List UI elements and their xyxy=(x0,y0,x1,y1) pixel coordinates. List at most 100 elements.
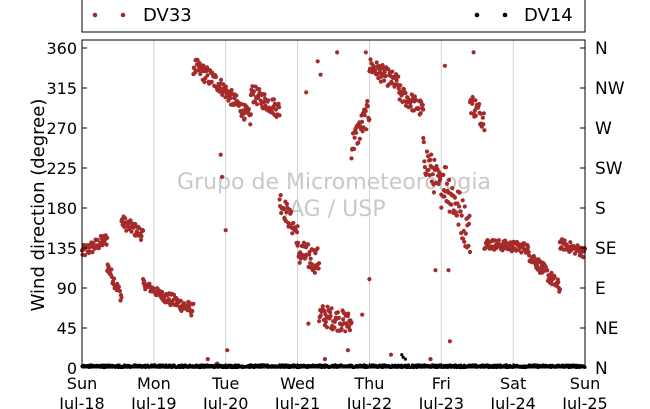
data-point-dv33 xyxy=(279,210,284,216)
data-point-dv33 xyxy=(552,274,557,280)
data-point-dv33 xyxy=(335,310,340,315)
data-point-dv33 xyxy=(178,298,183,303)
data-point-dv33 xyxy=(446,268,451,273)
data-point-dv33 xyxy=(401,87,406,92)
data-point-dv33 xyxy=(575,243,580,248)
data-point-dv33 xyxy=(218,152,223,157)
y-tick-label: 360 xyxy=(46,39,77,58)
data-point-dv33 xyxy=(473,113,478,118)
data-point-dv33 xyxy=(421,140,426,145)
data-point-dv33 xyxy=(418,111,423,116)
y-tick-label: 135 xyxy=(46,239,77,258)
data-point-dv33 xyxy=(190,309,195,314)
data-point-dv33 xyxy=(457,204,462,209)
data-point-dv33 xyxy=(341,317,346,322)
data-point-dv33 xyxy=(449,202,454,207)
data-point-dv33 xyxy=(354,130,359,135)
data-point-dv33 xyxy=(444,181,450,186)
data-point-dv33 xyxy=(312,270,317,275)
data-point-dv33 xyxy=(422,159,427,164)
data-point-dv33 xyxy=(533,257,538,262)
data-point-dv33 xyxy=(261,100,266,105)
y-tick-label: 45 xyxy=(57,319,77,338)
data-point-dv33 xyxy=(304,90,309,95)
data-point-dv33 xyxy=(246,107,251,112)
x-tick-label-day: Sun xyxy=(67,374,97,393)
data-point-dv33 xyxy=(480,115,485,120)
data-point-dv33 xyxy=(388,352,394,357)
data-point-dv33 xyxy=(205,357,210,362)
data-point-dv33 xyxy=(198,71,203,77)
plot-area xyxy=(82,40,585,368)
data-point-dv33 xyxy=(496,238,501,243)
y2-tick-label: N xyxy=(595,39,608,59)
data-point-dv33 xyxy=(171,292,177,297)
data-point-dv33 xyxy=(128,218,133,223)
y2-tick-label: E xyxy=(595,279,606,299)
x-tick-label-day: Sat xyxy=(500,374,526,393)
data-point-dv33 xyxy=(295,224,300,229)
data-point-dv33 xyxy=(508,240,513,245)
legend-marker-dv14 xyxy=(502,12,508,18)
data-point-dv33 xyxy=(213,74,218,80)
data-point-dv33 xyxy=(460,198,465,203)
data-point-dv33 xyxy=(430,172,435,177)
data-point-dv33 xyxy=(195,57,200,63)
data-point-dv33 xyxy=(202,79,207,85)
data-point-dv33 xyxy=(255,102,260,107)
data-point-dv33 xyxy=(482,128,487,133)
x-tick-label-day: Fri xyxy=(432,374,451,393)
x-tick-label-date: Jul-24 xyxy=(489,394,535,409)
y2-tick-label: N xyxy=(595,359,608,379)
data-point-dv33 xyxy=(359,119,365,124)
legend-marker-dv14 xyxy=(474,12,480,18)
data-point-dv33 xyxy=(289,209,294,214)
data-point-dv33 xyxy=(252,99,258,104)
data-point-dv33 xyxy=(278,193,283,198)
data-point-dv14 xyxy=(403,357,407,361)
data-point-dv33 xyxy=(360,312,365,317)
data-point-dv33 xyxy=(371,64,376,69)
data-point-dv33 xyxy=(343,329,348,334)
data-point-dv33 xyxy=(271,97,276,102)
data-point-dv33 xyxy=(471,50,476,55)
data-point-dv33 xyxy=(481,111,486,116)
data-point-dv33 xyxy=(324,325,330,330)
data-point-dv33 xyxy=(477,101,482,107)
data-point-dv33 xyxy=(572,251,578,256)
data-point-dv33 xyxy=(357,136,362,141)
data-point-dv33 xyxy=(433,268,438,273)
data-point-dv33 xyxy=(527,253,532,258)
data-point-dv33 xyxy=(83,253,88,258)
data-point-dv33 xyxy=(356,140,361,145)
data-point-dv33 xyxy=(424,149,430,154)
data-point-dv33 xyxy=(442,194,447,199)
data-point-dv33 xyxy=(225,348,230,353)
data-point-dv33 xyxy=(363,50,368,55)
data-point-dv33 xyxy=(374,60,379,65)
data-point-dv33 xyxy=(431,190,436,195)
data-point-dv33 xyxy=(349,320,354,325)
data-point-dv33 xyxy=(260,106,265,111)
data-point-dv33 xyxy=(250,84,255,89)
data-point-dv33 xyxy=(277,197,282,202)
data-point-dv33 xyxy=(90,250,95,255)
y2-tick-label: S xyxy=(595,199,606,219)
data-point-dv33 xyxy=(436,181,441,187)
data-point-dv33 xyxy=(339,326,344,331)
data-point-dv33 xyxy=(396,74,401,79)
data-point-dv33 xyxy=(426,154,431,159)
watermark-line-2: IAG / USP xyxy=(283,197,386,222)
data-point-dv33 xyxy=(426,167,431,172)
data-point-dv33 xyxy=(352,135,357,140)
data-point-dv14 xyxy=(400,353,404,357)
data-point-dv33 xyxy=(106,264,111,269)
data-point-dv33 xyxy=(416,106,421,111)
data-point-dv33 xyxy=(390,69,395,74)
data-point-dv33 xyxy=(290,231,295,236)
data-point-dv33 xyxy=(420,102,425,108)
data-point-dv33 xyxy=(463,231,468,236)
data-point-dv33 xyxy=(408,104,413,109)
legend-box xyxy=(81,0,586,33)
data-point-dv33 xyxy=(266,98,271,103)
